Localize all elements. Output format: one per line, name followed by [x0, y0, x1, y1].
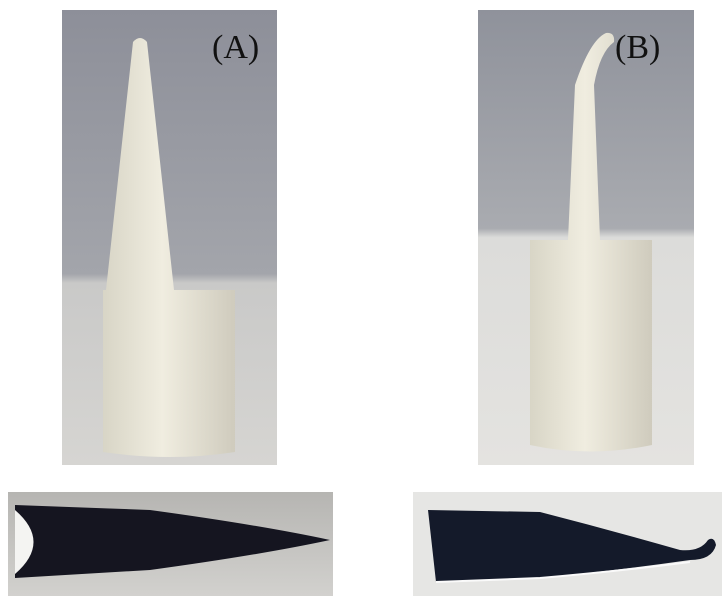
page: (A) (B) (() => { const data = JSON.parse… [0, 0, 725, 596]
panel-label: (B) [615, 29, 660, 66]
section-b [413, 492, 722, 596]
panel-label: (A) [212, 29, 259, 66]
photo-a: (A) [62, 10, 277, 465]
figure: (A) (B) [0, 0, 725, 596]
photo-b: (B) [478, 10, 694, 465]
section-a [8, 492, 333, 596]
